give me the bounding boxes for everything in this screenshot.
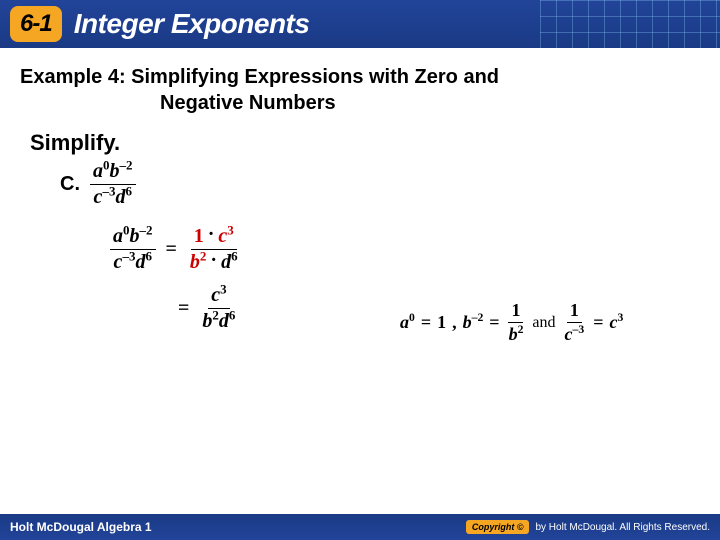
- lesson-title: Integer Exponents: [74, 8, 310, 40]
- problem-fraction: a0b–2 c–3d6: [90, 160, 136, 209]
- problem-denominator: c–3d6: [91, 185, 135, 209]
- part-label: C.: [60, 173, 80, 196]
- equals-sign: =: [168, 297, 199, 320]
- lesson-header: 6-1 Integer Exponents: [0, 0, 720, 48]
- equals-sign: =: [156, 238, 187, 261]
- lesson-number-badge: 6-1: [10, 6, 62, 42]
- problem-numerator: a0b–2: [90, 160, 136, 185]
- side-explanation: a0 = 1, b–2 = 1 b2 and 1 c–3 = c3: [400, 300, 623, 345]
- copyright-badge: Copyright ©: [466, 520, 530, 534]
- footer-book-title: Holt McDougal Algebra 1: [10, 520, 152, 534]
- slide-footer: Holt McDougal Algebra 1 Copyright © by H…: [0, 514, 720, 540]
- step1-lhs: a0b–2 c–3d6: [110, 225, 156, 274]
- example-title-line2: Negative Numbers: [20, 90, 700, 116]
- example-title: Example 4: Simplifying Expressions with …: [20, 64, 700, 116]
- copyright-text: by Holt McDougal. All Rights Reserved.: [535, 522, 710, 533]
- step-1: a0b–2 c–3d6 = 1·c3 b2·d6: [110, 225, 690, 274]
- problem-statement: C. a0b–2 c–3d6: [60, 160, 690, 209]
- step1-rhs: 1·c3 b2·d6: [187, 225, 241, 274]
- directive-text: Simplify.: [30, 130, 690, 156]
- step2-result: c3 b2d6: [199, 284, 238, 333]
- footer-copyright: Copyright © by Holt McDougal. All Rights…: [466, 520, 710, 534]
- header-grid-decoration: [540, 0, 720, 48]
- example-title-line1: Example 4: Simplifying Expressions with …: [20, 64, 700, 90]
